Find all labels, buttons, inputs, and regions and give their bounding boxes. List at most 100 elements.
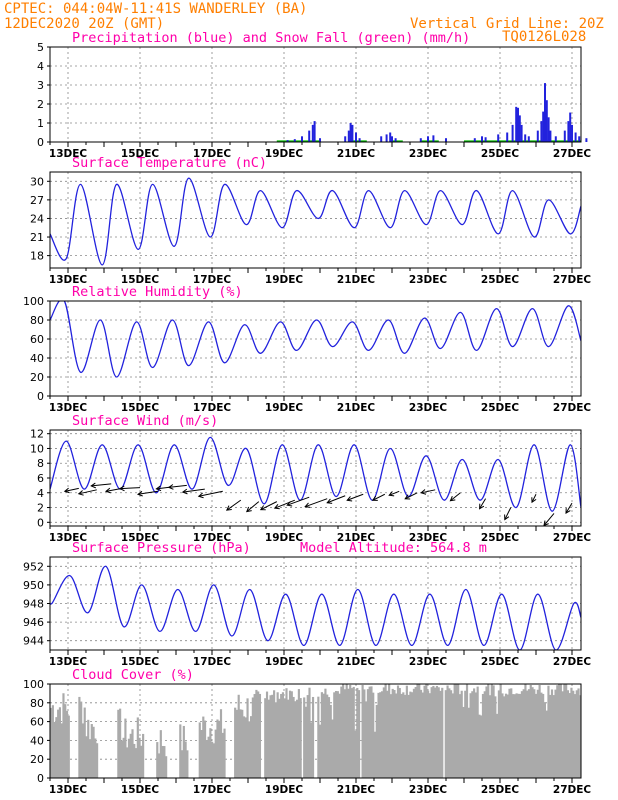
precip-bar bbox=[445, 138, 447, 142]
x-tick-label: 15DEC bbox=[121, 784, 160, 796]
panel-title: Cloud Cover (%) bbox=[72, 667, 194, 683]
x-tick-label: 15DEC bbox=[121, 656, 160, 668]
cloud-bar bbox=[453, 684, 456, 778]
cloud-bar bbox=[517, 693, 520, 778]
run-code: TQ0126L028 bbox=[502, 29, 586, 45]
wind-arrow-head bbox=[326, 498, 333, 504]
cloud-bar bbox=[435, 685, 439, 778]
x-tick-label: 21DEC bbox=[337, 532, 376, 544]
cloud-bar bbox=[492, 685, 495, 778]
cloud-bar bbox=[412, 688, 416, 778]
cloud-bar bbox=[310, 722, 313, 778]
cloud-bar bbox=[573, 694, 577, 778]
panel-title: Precipitation (blue) and Snow Fall (gree… bbox=[72, 30, 470, 46]
x-tick-label: 19DEC bbox=[265, 402, 304, 414]
y-tick-label: 60 bbox=[30, 716, 44, 729]
wind-arrow-head bbox=[197, 492, 204, 499]
x-tick-label: 17DEC bbox=[193, 274, 232, 286]
wind-arrow-head bbox=[404, 494, 411, 500]
wind-arrow-head bbox=[565, 508, 571, 515]
y-tick-label: 946 bbox=[23, 616, 44, 629]
x-tick-label: 27DEC bbox=[553, 402, 592, 414]
cloud-bar bbox=[214, 729, 217, 778]
x-tick-label: 23DEC bbox=[409, 784, 448, 796]
y-tick-label: 4 bbox=[37, 60, 44, 73]
precip-bar bbox=[569, 112, 572, 142]
cloud-bar bbox=[294, 701, 297, 778]
cloud-bar bbox=[131, 729, 134, 778]
cloud-bar bbox=[157, 753, 161, 778]
y-tick-label: 0 bbox=[37, 516, 44, 529]
cloud-bar bbox=[345, 684, 348, 778]
cloud-bar bbox=[396, 685, 400, 778]
cloud-bar bbox=[53, 721, 56, 778]
cloud-bar bbox=[159, 730, 162, 778]
cloud-bar bbox=[297, 689, 300, 778]
cloud-bar bbox=[211, 741, 214, 778]
cloud-bar bbox=[554, 689, 557, 778]
wind-arrow-head bbox=[504, 514, 510, 521]
cloud-bar bbox=[340, 686, 343, 778]
cloud-bar bbox=[122, 737, 125, 778]
cloud-bar bbox=[534, 693, 538, 778]
precip-bar bbox=[484, 137, 487, 142]
wind-arrow-head bbox=[167, 484, 174, 490]
wind-arrow-head bbox=[371, 495, 378, 501]
wind-arrow-head bbox=[449, 495, 456, 502]
x-tick-label: 19DEC bbox=[265, 784, 304, 796]
y-tick-label: 20 bbox=[30, 371, 44, 384]
cloud-bar bbox=[566, 690, 570, 778]
cloud-bar bbox=[419, 689, 423, 778]
cloud-bar bbox=[140, 745, 143, 778]
cloud-bar bbox=[501, 693, 504, 778]
cloud-bar bbox=[317, 696, 320, 778]
cloud-bar bbox=[83, 707, 86, 778]
cloud-bar bbox=[520, 691, 523, 778]
wind-arrow-head bbox=[286, 501, 293, 507]
cloud-bar bbox=[428, 693, 431, 778]
cloud-bar bbox=[405, 685, 408, 778]
series-line bbox=[50, 177, 581, 266]
cloud-bar bbox=[57, 709, 60, 778]
cloud-bar bbox=[202, 716, 205, 778]
cloud-bar bbox=[200, 729, 203, 778]
cloud-bar bbox=[180, 750, 184, 778]
y-tick-label: 4 bbox=[37, 487, 44, 500]
cloud-bar bbox=[119, 708, 122, 778]
cloud-bar bbox=[179, 724, 182, 778]
wind-arrow-head bbox=[104, 487, 111, 494]
cloud-bar bbox=[333, 692, 336, 778]
wind-arrow-head bbox=[273, 503, 280, 510]
precip-bar bbox=[540, 121, 543, 142]
cloud-bar bbox=[350, 688, 354, 778]
x-tick-label: 21DEC bbox=[337, 402, 376, 414]
cloud-bar bbox=[290, 691, 293, 778]
cloud-bar bbox=[324, 688, 327, 778]
precip-bar bbox=[517, 107, 519, 142]
cloud-bar bbox=[338, 693, 341, 778]
wind-arrow-shaft bbox=[105, 487, 123, 492]
cloud-bar bbox=[370, 686, 373, 778]
x-tick-label: 27DEC bbox=[553, 148, 592, 160]
x-tick-label: 27DEC bbox=[553, 274, 592, 286]
x-tick-label: 15DEC bbox=[121, 274, 160, 286]
wind-arrow-head bbox=[543, 520, 549, 527]
y-tick-label: 24 bbox=[30, 212, 44, 225]
cloud-bar bbox=[373, 731, 377, 778]
panel-rh: 0 20 40 60 80 100 13DEC 15DEC 17DEC 19DEC 21DEC 23D… bbox=[23, 284, 591, 414]
wind-arrow-shaft bbox=[246, 501, 260, 513]
wind-arrow-shaft bbox=[226, 499, 242, 511]
cloud-bar bbox=[511, 694, 515, 778]
cloud-bar bbox=[267, 699, 270, 778]
cloud-bar bbox=[311, 696, 315, 778]
cloud-bar bbox=[296, 699, 299, 778]
cloud-bar bbox=[320, 692, 323, 778]
cloud-bar bbox=[485, 686, 488, 778]
wind-arrow-head bbox=[63, 487, 70, 494]
cloud-bar bbox=[283, 698, 286, 778]
cloud-bar bbox=[570, 687, 573, 778]
cloud-bar bbox=[246, 698, 249, 778]
wind-arrow-shaft bbox=[327, 495, 346, 504]
wind-arrow-shaft bbox=[137, 490, 159, 495]
cloud-bar bbox=[503, 696, 506, 778]
